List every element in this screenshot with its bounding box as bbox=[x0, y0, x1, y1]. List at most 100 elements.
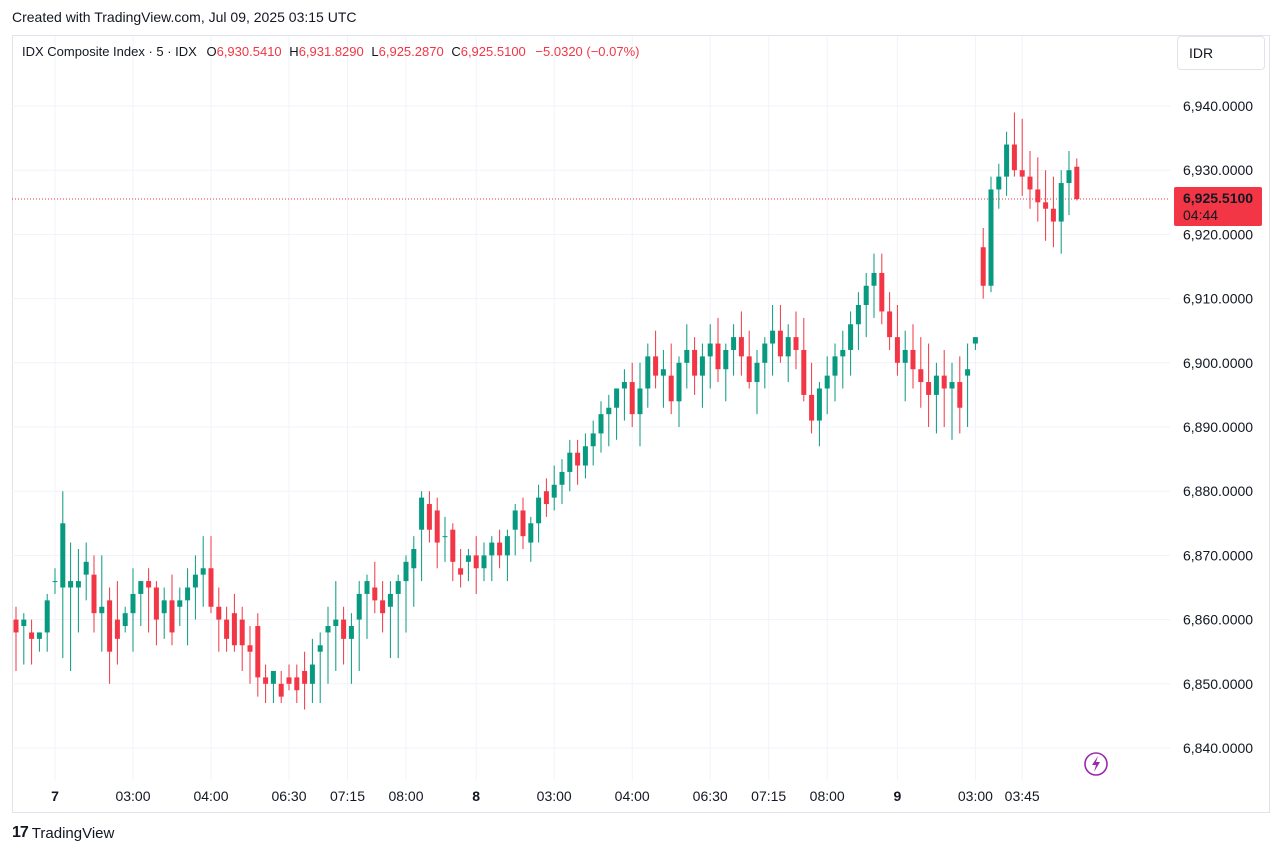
candle[interactable] bbox=[855, 292, 861, 350]
candle[interactable] bbox=[660, 349, 666, 408]
candle[interactable] bbox=[302, 651, 308, 710]
candle[interactable] bbox=[590, 420, 596, 466]
candle[interactable] bbox=[816, 382, 822, 447]
candle[interactable] bbox=[122, 606, 128, 633]
candle[interactable] bbox=[114, 581, 120, 665]
candle[interactable] bbox=[153, 581, 159, 646]
candle[interactable] bbox=[255, 613, 261, 697]
candle[interactable] bbox=[871, 253, 877, 318]
candle[interactable] bbox=[146, 568, 152, 633]
candle[interactable] bbox=[325, 606, 331, 684]
candle[interactable] bbox=[13, 606, 19, 671]
candle[interactable] bbox=[270, 670, 276, 704]
candle[interactable] bbox=[247, 626, 253, 684]
candle[interactable] bbox=[848, 311, 854, 376]
candle[interactable] bbox=[520, 497, 526, 549]
candle[interactable] bbox=[887, 292, 893, 350]
candle[interactable] bbox=[450, 523, 456, 582]
candle[interactable] bbox=[294, 664, 300, 704]
candle[interactable] bbox=[380, 581, 386, 633]
candle[interactable] bbox=[965, 343, 971, 427]
candle[interactable] bbox=[458, 548, 464, 588]
candle[interactable] bbox=[473, 536, 479, 594]
candle[interactable] bbox=[161, 587, 167, 639]
candle[interactable] bbox=[746, 330, 752, 389]
candle[interactable] bbox=[1058, 170, 1064, 254]
candle[interactable] bbox=[1066, 150, 1072, 216]
candle[interactable] bbox=[497, 529, 503, 569]
candle[interactable] bbox=[637, 362, 643, 447]
candle[interactable] bbox=[910, 324, 916, 389]
candle[interactable] bbox=[614, 388, 620, 440]
lightning-icon[interactable] bbox=[1084, 752, 1108, 776]
candle[interactable] bbox=[528, 516, 534, 562]
candle[interactable] bbox=[208, 536, 214, 614]
candle[interactable] bbox=[60, 491, 66, 659]
candle[interactable] bbox=[185, 568, 191, 646]
candle[interactable] bbox=[1050, 176, 1056, 248]
candle[interactable] bbox=[715, 317, 721, 383]
candle[interactable] bbox=[52, 568, 58, 594]
candle[interactable] bbox=[130, 568, 136, 652]
candle[interactable] bbox=[699, 343, 705, 408]
candle[interactable] bbox=[567, 439, 573, 492]
candle[interactable] bbox=[762, 337, 768, 389]
candle[interactable] bbox=[832, 343, 838, 402]
candle[interactable] bbox=[442, 516, 448, 562]
candle[interactable] bbox=[777, 305, 783, 363]
candle[interactable] bbox=[559, 459, 565, 505]
candle[interactable] bbox=[1011, 112, 1017, 177]
candle[interactable] bbox=[543, 478, 549, 517]
candle[interactable] bbox=[411, 536, 417, 607]
candle[interactable] bbox=[107, 587, 113, 684]
candle[interactable] bbox=[941, 349, 947, 427]
candle[interactable] bbox=[754, 349, 760, 415]
candle[interactable] bbox=[972, 337, 978, 350]
candle[interactable] bbox=[738, 311, 744, 376]
candle[interactable] bbox=[606, 394, 612, 447]
candle[interactable] bbox=[333, 581, 339, 671]
candle[interactable] bbox=[770, 305, 776, 376]
candle[interactable] bbox=[653, 330, 659, 389]
candle[interactable] bbox=[512, 504, 518, 556]
candle[interactable] bbox=[356, 581, 362, 671]
candle[interactable] bbox=[309, 638, 315, 704]
candle[interactable] bbox=[582, 433, 588, 479]
candle[interactable] bbox=[1043, 170, 1049, 241]
candle[interactable] bbox=[83, 542, 89, 601]
candle[interactable] bbox=[372, 561, 378, 614]
symbol-title[interactable]: IDX Composite Index · 5 · IDX bbox=[22, 44, 197, 59]
candle[interactable] bbox=[75, 548, 81, 633]
candle[interactable] bbox=[957, 356, 963, 434]
candle[interactable] bbox=[395, 574, 401, 659]
candle[interactable] bbox=[192, 555, 198, 620]
candle[interactable] bbox=[809, 362, 815, 434]
candle[interactable] bbox=[621, 369, 627, 421]
candle[interactable] bbox=[99, 555, 105, 652]
candle[interactable] bbox=[692, 337, 698, 395]
candle[interactable] bbox=[598, 401, 604, 453]
candle[interactable] bbox=[575, 439, 581, 485]
candle[interactable] bbox=[668, 343, 674, 415]
candle[interactable] bbox=[216, 587, 222, 652]
candle[interactable] bbox=[707, 324, 713, 389]
candle[interactable] bbox=[824, 356, 830, 415]
candle[interactable] bbox=[676, 356, 682, 427]
candle[interactable] bbox=[504, 529, 510, 582]
candle[interactable] bbox=[840, 330, 846, 389]
candle[interactable] bbox=[263, 664, 269, 704]
candle[interactable] bbox=[918, 337, 924, 408]
candle[interactable] bbox=[231, 593, 237, 652]
candle[interactable] bbox=[21, 613, 27, 665]
candle[interactable] bbox=[68, 542, 74, 671]
candle[interactable] bbox=[317, 632, 323, 704]
candle[interactable] bbox=[426, 491, 432, 543]
candle[interactable] bbox=[419, 491, 425, 582]
candle[interactable] bbox=[996, 163, 1002, 209]
candle[interactable] bbox=[36, 632, 42, 652]
candle[interactable] bbox=[278, 670, 284, 704]
candle[interactable] bbox=[1019, 118, 1025, 196]
candle[interactable] bbox=[465, 548, 471, 582]
candle[interactable] bbox=[1074, 158, 1080, 201]
